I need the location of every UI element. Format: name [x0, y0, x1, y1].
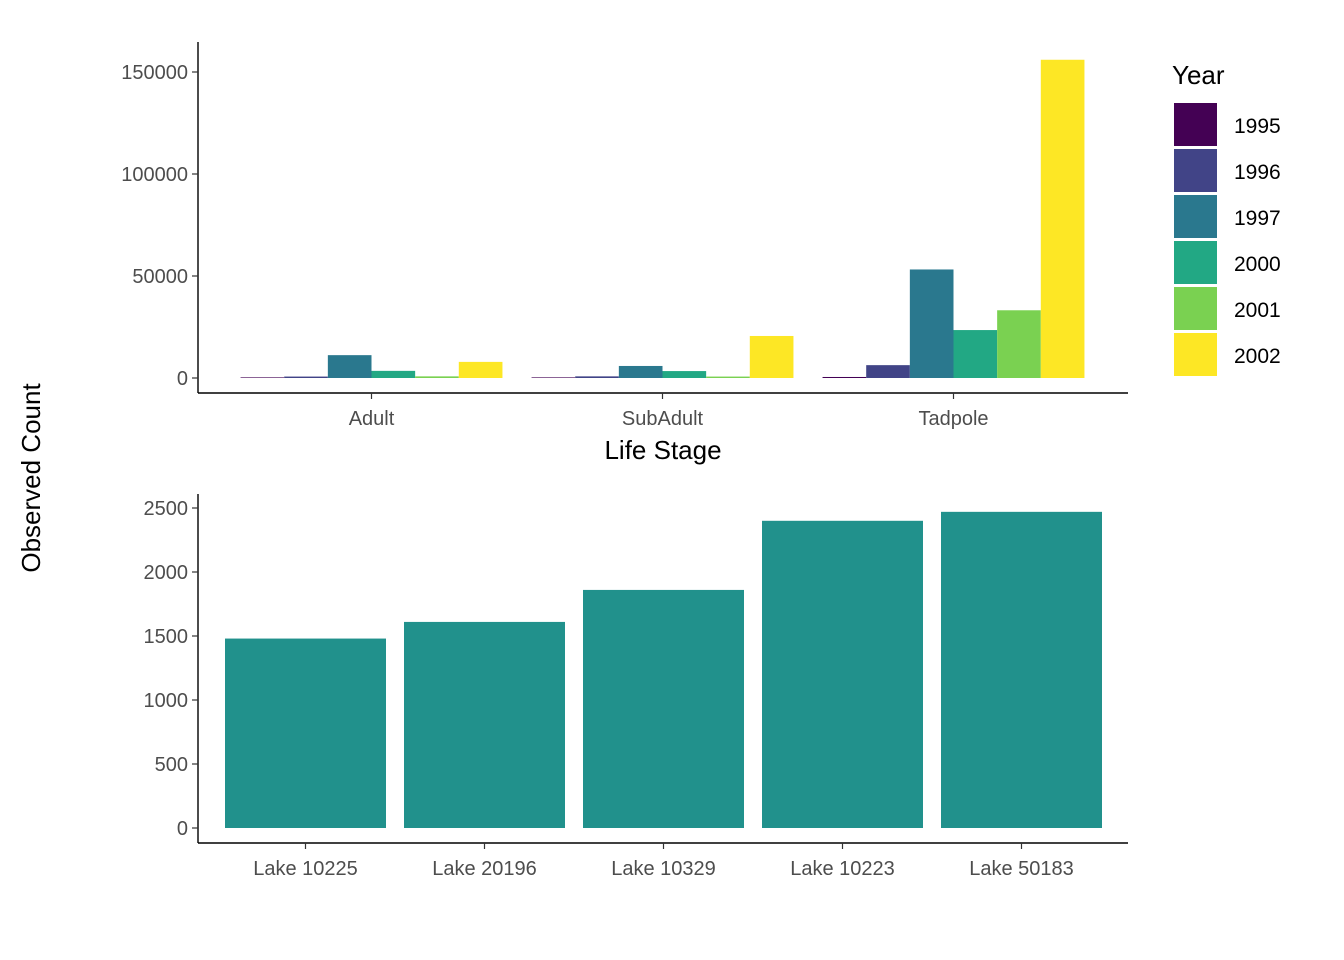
bar-tadpole-1996: [866, 365, 910, 378]
legend-label-2001: 2001: [1234, 299, 1281, 322]
legend-label-1995: 1995: [1234, 115, 1281, 138]
bottom-y-tick-label: 2000: [144, 562, 189, 584]
bar-tadpole-1997: [909, 269, 954, 378]
year-legend: Year 1995 1996 1997 2000 2001 2002: [1172, 60, 1281, 376]
bottom-x-tick-label: Lake 50183: [969, 858, 1074, 880]
bar-subadult-2001: [706, 376, 750, 378]
bottom-y-tick-label: 2500: [144, 498, 189, 520]
bar-adult-2002: [458, 361, 503, 378]
legend-title: Year: [1172, 60, 1225, 90]
top-y-tick-label: 50000: [132, 266, 188, 288]
top-x-tick-label: SubAdult: [622, 408, 704, 430]
legend-swatch-1995: [1174, 103, 1217, 146]
bar-lake-10329: [583, 589, 744, 828]
legend-swatch-1997: [1174, 195, 1217, 238]
bar-tadpole-2000: [953, 330, 998, 378]
bottom-y-tick-label: 500: [155, 754, 188, 776]
legend-label-2000: 2000: [1234, 253, 1281, 276]
bar-adult-2001: [415, 376, 459, 378]
top-chart-panel: 0 50000 100000 150000 Adult SubAdult Tadpole Li…: [121, 42, 1128, 465]
legend-swatch-2002: [1174, 333, 1217, 376]
legend-label-1996: 1996: [1234, 161, 1281, 184]
bar-subadult-1996: [575, 376, 619, 378]
bar-adult-2000: [371, 370, 416, 378]
legend-swatch-2001: [1174, 287, 1217, 330]
top-y-tick-label: 0: [177, 368, 188, 390]
bar-tadpole-2002: [1040, 59, 1085, 378]
bar-subadult-1997: [618, 365, 663, 378]
bar-lake-10223: [762, 520, 923, 828]
bar-lake-10225: [225, 638, 386, 828]
bottom-y-tick-label: 1000: [144, 690, 189, 712]
bar-tadpole-1995: [822, 376, 867, 378]
y-axis-title: Observed Count: [16, 383, 46, 573]
bar-subadult-2002: [749, 335, 794, 378]
top-y-tick-label: 100000: [121, 164, 188, 186]
bottom-x-tick-label: Lake 10223: [790, 858, 895, 880]
bottom-y-tick-label: 0: [177, 818, 188, 840]
bottom-x-tick-label: Lake 20196: [432, 858, 537, 880]
legend-swatch-1996: [1174, 149, 1217, 192]
top-y-tick-label: 150000: [121, 62, 188, 84]
legend-label-2002: 2002: [1234, 345, 1281, 368]
bar-subadult-1995: [531, 377, 576, 378]
bar-adult-1996: [284, 376, 328, 378]
bottom-y-tick-label: 1500: [144, 626, 189, 648]
legend-label-1997: 1997: [1234, 207, 1281, 230]
bottom-x-tick-label: Lake 10329: [611, 858, 716, 880]
bar-lake-50183: [941, 511, 1102, 828]
top-x-axis-title: Life Stage: [604, 435, 721, 465]
bar-subadult-2000: [662, 371, 707, 378]
bottom-chart-panel: 0 500 1000 1500 2000 2500 Lake 10225 Lake 20196…: [144, 494, 1128, 880]
top-x-tick-label: Adult: [349, 408, 395, 430]
bar-lake-20196: [404, 621, 565, 828]
bar-adult-1997: [327, 355, 372, 378]
bottom-x-tick-label: Lake 10225: [253, 858, 358, 880]
bar-tadpole-2001: [997, 310, 1041, 378]
top-x-tick-label: Tadpole: [918, 408, 988, 430]
legend-swatch-2000: [1174, 241, 1217, 284]
bar-adult-1995: [240, 377, 285, 378]
